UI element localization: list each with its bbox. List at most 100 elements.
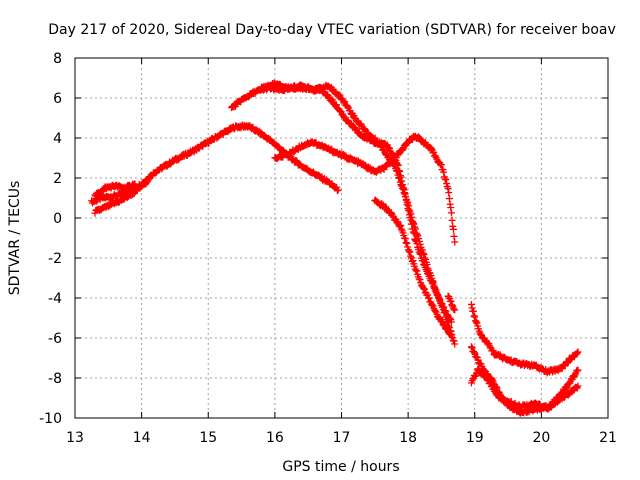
data-point-marker bbox=[405, 247, 413, 255]
data-point-marker bbox=[384, 143, 392, 151]
data-point-marker bbox=[432, 285, 440, 293]
y-tick-label: -6 bbox=[48, 331, 62, 347]
data-point-marker bbox=[387, 209, 395, 217]
data-point-marker bbox=[422, 255, 430, 263]
data-point-marker bbox=[334, 186, 342, 194]
y-tick-label: 6 bbox=[53, 91, 62, 107]
data-point-marker bbox=[344, 103, 352, 111]
data-point-marker bbox=[562, 384, 570, 392]
series-markers bbox=[258, 79, 459, 348]
data-point-marker bbox=[397, 221, 405, 229]
data-point-marker bbox=[409, 257, 417, 265]
x-tick-label: 15 bbox=[199, 430, 217, 446]
axis-ticks: 13 14 15 16 17 18 19 20 21 -10 -8 -6 -4 -2 0 2 4 6 8 bbox=[39, 51, 617, 446]
x-axis-label: GPS time / hours bbox=[282, 459, 399, 475]
data-point-marker bbox=[574, 366, 582, 374]
y-tick-label: 0 bbox=[53, 211, 62, 227]
data-point-marker bbox=[399, 145, 407, 153]
data-point-marker bbox=[412, 225, 420, 233]
x-tick-label: 14 bbox=[133, 430, 151, 446]
series-markers bbox=[91, 180, 139, 200]
data-point-marker bbox=[484, 376, 492, 384]
data-point-marker bbox=[409, 219, 417, 227]
data-point-marker bbox=[448, 301, 456, 309]
data-point-marker bbox=[451, 340, 459, 348]
data-point-marker bbox=[445, 195, 453, 203]
data-point-marker bbox=[421, 285, 429, 293]
data-point-marker bbox=[435, 293, 443, 301]
data-point-marker bbox=[447, 330, 455, 338]
data-point-marker bbox=[469, 307, 477, 315]
x-tick-label: 17 bbox=[333, 430, 351, 446]
data-point-marker bbox=[336, 91, 344, 99]
data-point-marker bbox=[439, 320, 447, 328]
data-point-marker bbox=[418, 246, 426, 254]
data-point-marker bbox=[421, 254, 429, 262]
data-point-marker bbox=[451, 306, 459, 314]
data-point-marker bbox=[389, 212, 397, 220]
x-tick-label: 18 bbox=[399, 430, 417, 446]
data-point-marker bbox=[430, 148, 438, 156]
data-point-marker bbox=[439, 306, 447, 314]
data-point-marker bbox=[443, 325, 451, 333]
x-tick-label: 13 bbox=[66, 430, 84, 446]
data-point-marker bbox=[405, 202, 413, 210]
data-point-marker bbox=[397, 225, 405, 233]
data-point-marker bbox=[336, 106, 344, 114]
data-point-marker bbox=[407, 210, 415, 218]
data-point-marker bbox=[408, 213, 416, 221]
data-point-marker bbox=[341, 98, 349, 106]
data-point-marker bbox=[441, 175, 449, 183]
data-point-marker bbox=[470, 349, 478, 357]
data-point-marker bbox=[397, 181, 405, 189]
data-point-marker bbox=[361, 125, 369, 133]
data-point-marker bbox=[395, 173, 403, 181]
data-point-marker bbox=[431, 307, 439, 315]
data-point-marker bbox=[440, 168, 448, 176]
series-markers bbox=[371, 196, 455, 340]
data-point-marker bbox=[413, 231, 421, 239]
data-point-marker bbox=[392, 167, 400, 175]
data-point-marker bbox=[472, 318, 480, 326]
data-point-marker bbox=[424, 291, 432, 299]
data-point-marker bbox=[434, 292, 442, 300]
data-point-marker bbox=[435, 296, 443, 304]
data-point-marker bbox=[429, 278, 437, 286]
data-point-marker bbox=[554, 394, 562, 402]
data-point-marker bbox=[131, 180, 139, 188]
data-point-marker bbox=[448, 216, 456, 224]
data-point-marker bbox=[415, 237, 423, 245]
data-point-marker bbox=[468, 344, 476, 352]
data-point-marker bbox=[553, 395, 561, 403]
data-point-marker bbox=[423, 261, 431, 269]
data-point-marker bbox=[231, 102, 239, 110]
data-point-marker bbox=[403, 240, 411, 248]
data-point-marker bbox=[413, 267, 421, 275]
x-tick-label: 21 bbox=[599, 430, 617, 446]
data-point-marker bbox=[416, 276, 424, 284]
data-point-marker bbox=[447, 332, 455, 340]
series-markers bbox=[91, 176, 152, 217]
data-point-marker bbox=[402, 239, 410, 247]
data-point-marker bbox=[489, 347, 497, 355]
y-tick-label: 8 bbox=[53, 51, 62, 67]
data-point-marker bbox=[558, 389, 566, 397]
data-point-marker bbox=[471, 372, 479, 380]
data-point-marker bbox=[437, 161, 445, 169]
data-point-marker bbox=[574, 382, 582, 390]
data-point-marker bbox=[467, 343, 475, 351]
y-tick-label: -4 bbox=[48, 291, 62, 307]
data-point-marker bbox=[378, 142, 386, 150]
data-point-marker bbox=[574, 348, 582, 356]
data-point-marker bbox=[425, 294, 433, 302]
data-point-marker bbox=[444, 185, 452, 193]
y-tick-label: 2 bbox=[53, 171, 62, 187]
data-point-marker bbox=[428, 301, 436, 309]
data-point-marker bbox=[573, 349, 581, 357]
data-point-marker bbox=[129, 191, 137, 199]
data-point-marker bbox=[403, 139, 411, 147]
data-point-marker bbox=[567, 355, 575, 363]
data-point-marker bbox=[347, 119, 355, 127]
data-point-marker bbox=[401, 234, 409, 242]
data-point-marker bbox=[447, 204, 455, 212]
